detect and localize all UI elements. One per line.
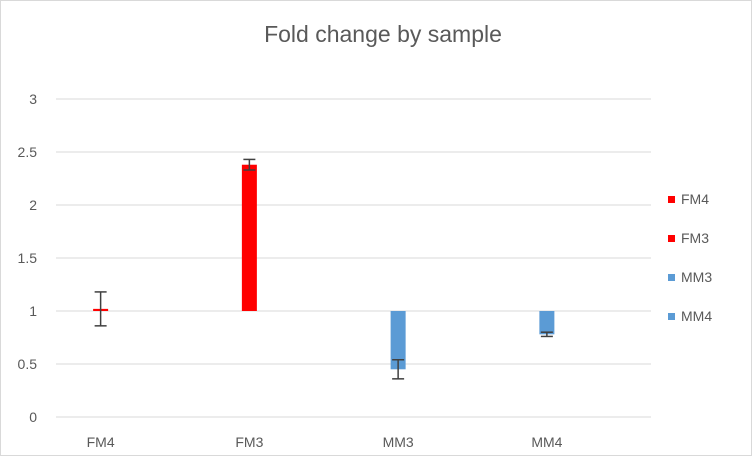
bar-mm3 bbox=[390, 311, 406, 370]
error-bar-fm3 bbox=[243, 158, 256, 171]
y-tick-label: 2.5 bbox=[18, 144, 38, 160]
legend-label: MM4 bbox=[681, 308, 712, 324]
y-tick-label: 1 bbox=[29, 303, 37, 319]
legend-swatch bbox=[668, 313, 675, 320]
legend: FM4 FM3 MM3 MM4 bbox=[668, 191, 712, 324]
y-axis-ticks: 0 0.5 1 1.5 2 2.5 3 bbox=[18, 91, 38, 425]
y-tick-label: 3 bbox=[29, 91, 37, 107]
legend-swatch bbox=[668, 196, 675, 203]
legend-label: FM4 bbox=[681, 191, 709, 207]
x-tick-label: FM4 bbox=[87, 434, 115, 450]
bars bbox=[93, 164, 555, 370]
x-tick-label: MM3 bbox=[383, 434, 414, 450]
gridlines bbox=[56, 98, 651, 418]
legend-entry-fm4: FM4 bbox=[668, 191, 709, 207]
bar-mm4 bbox=[539, 311, 555, 335]
error-bar-mm4 bbox=[540, 331, 553, 338]
y-tick-label: 2 bbox=[29, 197, 37, 213]
legend-label: FM3 bbox=[681, 230, 709, 246]
bar-fm3 bbox=[241, 164, 257, 311]
x-tick-label: FM3 bbox=[235, 434, 263, 450]
x-axis-ticks: FM4 FM3 MM3 MM4 bbox=[87, 434, 563, 450]
legend-entry-mm3: MM3 bbox=[668, 269, 712, 285]
y-tick-label: 0 bbox=[29, 409, 37, 425]
error-bar-mm3 bbox=[392, 359, 405, 380]
y-tick-label: 1.5 bbox=[18, 250, 38, 266]
chart-title: Fold change by sample bbox=[264, 21, 502, 47]
error-bars bbox=[94, 158, 553, 380]
legend-entry-mm4: MM4 bbox=[668, 308, 712, 324]
legend-swatch bbox=[668, 274, 675, 281]
legend-label: MM3 bbox=[681, 269, 712, 285]
legend-swatch bbox=[668, 235, 675, 242]
error-bar-fm4 bbox=[94, 291, 107, 327]
y-tick-label: 0.5 bbox=[18, 356, 38, 372]
x-tick-label: MM4 bbox=[531, 434, 562, 450]
legend-entry-fm3: FM3 bbox=[668, 230, 709, 246]
